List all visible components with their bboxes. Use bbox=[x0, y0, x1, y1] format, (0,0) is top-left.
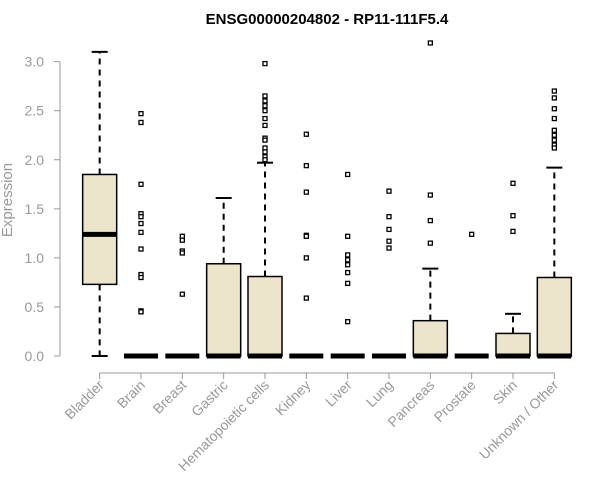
outlier-point bbox=[345, 262, 351, 268]
outlier-point bbox=[262, 103, 268, 109]
outlier-point bbox=[551, 145, 557, 151]
outlier-point bbox=[138, 119, 144, 126]
y-axis-label: Expression bbox=[0, 163, 16, 237]
box-body bbox=[412, 319, 449, 357]
box-kidney bbox=[289, 131, 324, 359]
y-tick-label: 2.5 bbox=[25, 103, 45, 119]
outlier-point bbox=[138, 110, 144, 117]
outlier-point bbox=[427, 240, 433, 246]
outlier-point bbox=[303, 131, 309, 137]
y-tick-label: 3.0 bbox=[25, 54, 45, 70]
box-hematopoietic-cells bbox=[247, 60, 283, 359]
outlier-point bbox=[262, 98, 268, 104]
outlier-point bbox=[262, 93, 268, 99]
outlier-point bbox=[551, 88, 557, 94]
outlier-point bbox=[138, 214, 144, 220]
outlier-point bbox=[138, 274, 144, 281]
box-body bbox=[247, 275, 283, 357]
x-tick-label: Prostate bbox=[431, 377, 479, 425]
outlier-point bbox=[262, 157, 268, 163]
x-tick-label: Breast bbox=[150, 377, 190, 417]
outlier-point bbox=[303, 295, 309, 301]
x-tick-label: Skin bbox=[490, 377, 521, 408]
outlier-point bbox=[345, 171, 351, 178]
box-body bbox=[205, 263, 242, 357]
outlier-point bbox=[510, 180, 516, 186]
box-breast bbox=[165, 233, 200, 359]
outlier-point bbox=[179, 237, 185, 243]
y-tick-label: 0.5 bbox=[25, 299, 45, 315]
outlier-point bbox=[138, 309, 144, 315]
outlier-point bbox=[138, 181, 144, 187]
chart-title: ENSG00000204802 - RP11-111F5.4 bbox=[206, 11, 449, 28]
outlier-point bbox=[262, 108, 268, 114]
box-body bbox=[81, 173, 118, 286]
outlier-point bbox=[138, 229, 144, 236]
outlier-point bbox=[551, 127, 557, 133]
outlier-point bbox=[303, 162, 309, 169]
box-series bbox=[81, 40, 573, 359]
outlier-point bbox=[303, 255, 309, 261]
outlier-point bbox=[262, 137, 268, 143]
outlier-point bbox=[345, 269, 351, 276]
outlier-point bbox=[262, 122, 268, 129]
x-tick-label: Bladder bbox=[61, 377, 107, 423]
box-prostate bbox=[454, 231, 489, 359]
outlier-point bbox=[262, 149, 268, 155]
outlier-point bbox=[510, 228, 516, 235]
outlier-point bbox=[551, 95, 557, 101]
outlier-point bbox=[551, 137, 557, 143]
outlier-point bbox=[386, 214, 392, 220]
x-tick-label: Brain bbox=[114, 377, 148, 411]
box-gastric bbox=[205, 197, 242, 359]
outlier-point bbox=[386, 188, 392, 194]
outlier-point bbox=[179, 291, 185, 297]
outlier-point bbox=[427, 40, 433, 46]
y-tick-label: 0.0 bbox=[25, 348, 45, 364]
outlier-point bbox=[469, 231, 475, 237]
x-tick-label: Lung bbox=[363, 377, 396, 410]
outlier-point bbox=[345, 252, 351, 258]
box-unknown-other bbox=[536, 88, 573, 359]
outlier-point bbox=[551, 115, 557, 122]
outlier-point bbox=[510, 213, 516, 219]
outlier-point bbox=[345, 233, 351, 239]
y-tick-label: 1.0 bbox=[25, 250, 45, 266]
box-brain bbox=[124, 110, 158, 359]
box-lung bbox=[372, 188, 406, 359]
outlier-point bbox=[303, 233, 309, 239]
box-bladder bbox=[81, 50, 118, 357]
outlier-point bbox=[179, 250, 185, 256]
outlier-point bbox=[386, 226, 392, 233]
outlier-point bbox=[262, 60, 268, 67]
outlier-point bbox=[303, 189, 309, 195]
outlier-point bbox=[138, 220, 144, 227]
x-tick-label: Liver bbox=[322, 377, 355, 410]
outlier-point bbox=[345, 319, 351, 325]
x-tick-label: Kidney bbox=[272, 377, 314, 419]
outlier-point bbox=[551, 132, 557, 138]
outlier-point bbox=[427, 192, 433, 198]
outlier-point bbox=[386, 245, 392, 251]
outlier-point bbox=[262, 115, 268, 122]
outlier-point bbox=[345, 280, 351, 287]
outlier-point bbox=[427, 217, 433, 224]
box-body bbox=[495, 332, 531, 357]
outlier-point bbox=[138, 246, 144, 252]
outlier-point bbox=[551, 106, 557, 112]
box-body bbox=[536, 276, 573, 357]
box-pancreas bbox=[412, 40, 449, 359]
outlier-point bbox=[345, 257, 351, 263]
y-tick-label: 1.5 bbox=[25, 201, 45, 217]
box-skin bbox=[495, 180, 531, 359]
y-tick-label: 2.0 bbox=[25, 152, 45, 168]
y-axis: 0.0 0.5 1.0 1.5 2.0 2.5 3.0 bbox=[25, 54, 61, 364]
outlier-point bbox=[386, 238, 392, 244]
box-liver bbox=[330, 171, 365, 359]
